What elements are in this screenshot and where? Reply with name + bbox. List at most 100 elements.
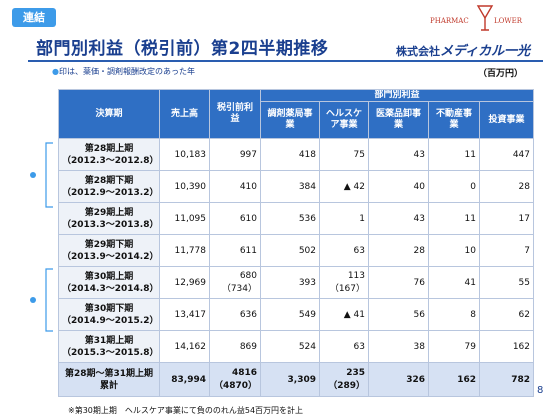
page-title: 部門別利益（税引前）第2四半期推移: [36, 39, 329, 59]
header-healthcare: ヘルスケア事業: [319, 101, 369, 139]
sales-cell: 13,417: [159, 298, 210, 331]
period-range: （2012.9～2013.2）: [62, 187, 159, 198]
healthcare-value: 63: [353, 341, 365, 352]
pretax-cell: 997: [209, 138, 261, 171]
wholesale-value: 40: [413, 181, 425, 192]
header-sales: 売上高: [159, 89, 210, 139]
realestate-cell: 79: [428, 330, 480, 363]
wholesale-cell: 56: [368, 298, 429, 331]
sales-value: 11,095: [174, 213, 207, 224]
realestate-value: 79: [464, 341, 476, 352]
pretax-cell: 680 （734）: [209, 266, 261, 299]
sales-cell: 10,183: [159, 138, 210, 171]
pretax-value: 997: [239, 149, 257, 160]
header-wholesale: 医薬品卸事業: [368, 101, 429, 139]
realestate-cell: 11: [428, 138, 480, 171]
healthcare-cell: 63: [319, 330, 369, 363]
table-row: 第29期下期 （2013.9～2014.2） 11,778 611 502 63 28 10 7: [58, 234, 534, 267]
period-cell: 第31期上期 （2015.3～2015.8）: [58, 330, 160, 363]
healthcare-cell: 75: [319, 138, 369, 171]
wholesale-value: 76: [413, 277, 425, 288]
header-dispensing: 調剤薬局事業: [260, 101, 320, 139]
investment-value: 55: [518, 277, 530, 288]
page-number: 8: [537, 385, 544, 396]
investment-cell: 17: [479, 202, 534, 235]
period-cell: 第29期上期 （2013.3～2013.8）: [58, 202, 160, 235]
investment-cell: 7: [479, 234, 534, 267]
pretax-value: 611: [239, 245, 257, 256]
investment-cell: 447: [479, 138, 534, 171]
dispensing-value: 536: [298, 213, 316, 224]
pretax-value: 636: [239, 309, 257, 320]
pretax-value: 610: [239, 213, 257, 224]
sales-value: 83,994: [171, 374, 206, 385]
table-row: 第30期下期 （2014.9～2015.2） 13,417 636 549 ▲ 41 56 8…: [58, 298, 534, 331]
table-row: 第29期上期 （2013.3～2013.8） 11,095 610 536 1 43 11 17: [58, 202, 534, 235]
realestate-value: 162: [457, 374, 476, 385]
sales-cell: 10,390: [159, 170, 210, 203]
realestate-value: 8: [470, 309, 476, 320]
period-cell: 第28期下期 （2012.9～2013.2）: [58, 170, 160, 203]
wholesale-value: 56: [413, 309, 425, 320]
company-name: 株式会社メディカル一光: [396, 40, 530, 59]
realestate-value: 10: [464, 245, 476, 256]
healthcare-value: 75: [353, 149, 365, 160]
dispensing-cell: 536: [260, 202, 320, 235]
revision-bracket-1: [45, 142, 53, 208]
investment-cell: 782: [479, 362, 534, 397]
company-logo: PHARMAC LOWER: [430, 4, 552, 34]
healthcare-value: ▲ 42: [343, 181, 365, 192]
dispensing-value: 502: [298, 245, 316, 256]
period-range: （2013.9～2014.2）: [62, 251, 159, 262]
investment-value: 17: [518, 213, 530, 224]
investment-value: 28: [518, 181, 530, 192]
period-label: 第28期下期: [84, 175, 134, 186]
period-cell: 第30期上期 （2014.3～2014.8）: [58, 266, 160, 299]
healthcare-cell: 63: [319, 234, 369, 267]
dispensing-value: 524: [298, 341, 316, 352]
sales-cell: 11,095: [159, 202, 210, 235]
healthcare-value: 63: [353, 245, 365, 256]
pretax-cell: 636: [209, 298, 261, 331]
investment-cell: 62: [479, 298, 534, 331]
pretax-value: 680: [239, 271, 257, 281]
pretax-cell: 410: [209, 170, 261, 203]
period-label: 第28期上期: [84, 143, 134, 154]
flower-icon: [476, 5, 494, 31]
pretax-sub-value: （4870）: [213, 381, 257, 391]
wholesale-value: 326: [406, 374, 425, 385]
footnote: ※第30期上期 ヘルスケア事業にて負ののれん益54百万円を計上: [68, 406, 304, 415]
table-row: 第28期下期 （2012.9～2013.2） 10,390 410 384 ▲ 42 40 0…: [58, 170, 534, 203]
period-label: 第30期上期: [84, 271, 134, 282]
realestate-value: 0: [470, 181, 476, 192]
revision-note: ●印は、薬価・調剤報酬改定のあった年: [52, 66, 195, 77]
header-realestate: 不動産事業: [428, 101, 480, 139]
realestate-cell: 41: [428, 266, 480, 299]
pretax-cell: 611: [209, 234, 261, 267]
investment-value: 447: [512, 149, 530, 160]
healthcare-value: 235: [346, 368, 365, 378]
sales-cell: 14,162: [159, 330, 210, 363]
healthcare-cell: ▲ 41: [319, 298, 369, 331]
period-range: （2014.3～2014.8）: [62, 283, 159, 294]
dispensing-value: 418: [298, 149, 316, 160]
dispensing-value: 384: [298, 181, 316, 192]
period-range: （2014.9～2015.2）: [62, 315, 159, 326]
logo-text-right: LOWER: [494, 17, 522, 25]
period-cell: 第30期下期 （2014.9～2015.2）: [58, 298, 160, 331]
dispensing-cell: 549: [260, 298, 320, 331]
wholesale-value: 38: [413, 341, 425, 352]
header-segment-group: 部門別利益: [260, 89, 534, 102]
realestate-value: 11: [464, 213, 476, 224]
dispensing-cell: 502: [260, 234, 320, 267]
period-cell: 第28期上期 （2012.3～2012.8）: [58, 138, 160, 171]
healthcare-value: 1: [359, 213, 365, 224]
sales-value: 13,417: [174, 309, 207, 320]
dispensing-value: 549: [298, 309, 316, 320]
investment-cell: 162: [479, 330, 534, 363]
investment-value: 62: [518, 309, 530, 320]
sales-cell: 11,778: [159, 234, 210, 267]
title-divider: [28, 60, 543, 62]
sales-cell: 83,994: [159, 362, 210, 397]
investment-value: 162: [512, 341, 530, 352]
